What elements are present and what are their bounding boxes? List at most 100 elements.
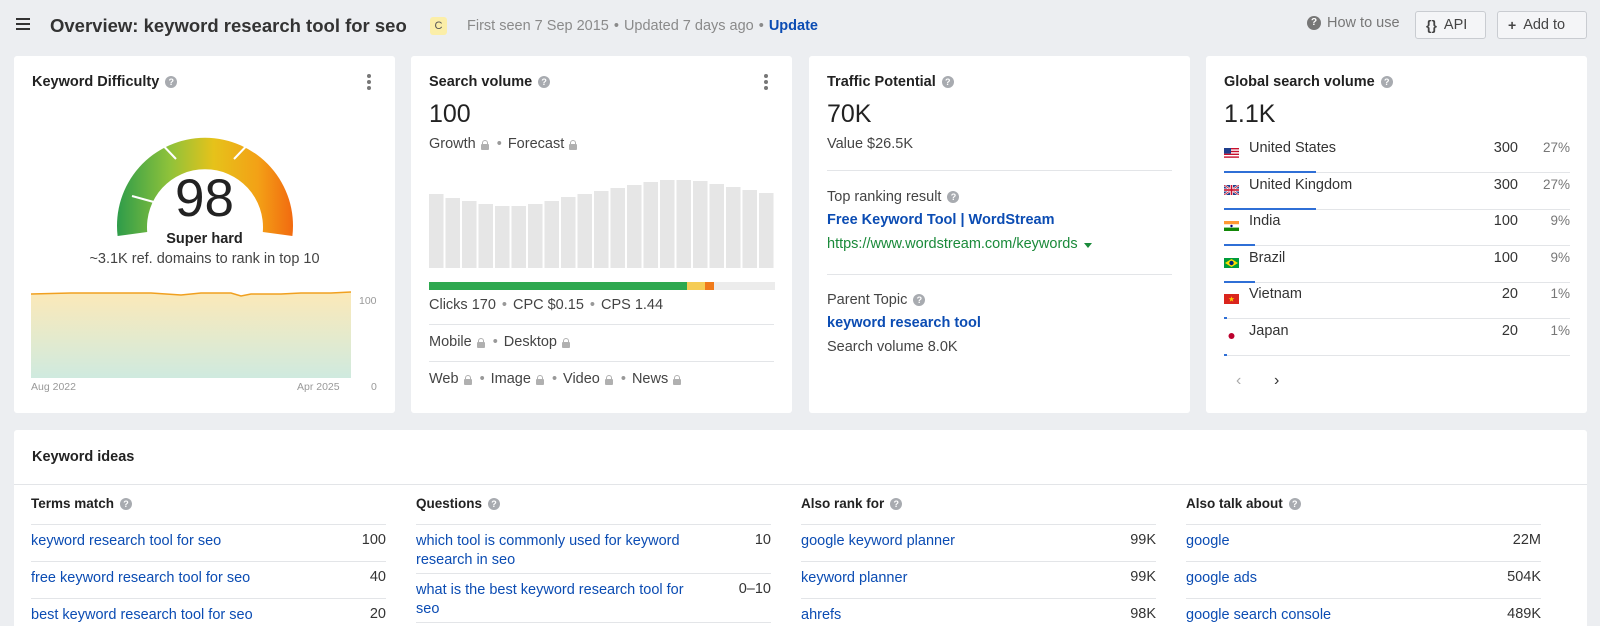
lock-icon <box>604 374 613 385</box>
country-volume: 100 <box>1493 213 1518 229</box>
braces-icon: {} <box>1426 17 1437 33</box>
idea-volume: 0–10 <box>738 581 771 597</box>
help-icon[interactable]: ? <box>488 497 501 510</box>
idea-keyword-link[interactable]: best keyword research tool for seo <box>31 607 253 623</box>
country-row[interactable]: United Kingdom 300 27% <box>1223 173 1570 210</box>
volume-trend-bar <box>643 182 658 268</box>
volume-trend-bar <box>429 194 444 268</box>
brazil-flag-icon <box>1224 255 1239 268</box>
help-icon[interactable]: ? <box>1288 497 1301 510</box>
idea-volume: 20 <box>369 606 386 622</box>
more-options-icon[interactable] <box>764 74 768 92</box>
ideas-column-title[interactable]: Also talk about <box>1186 496 1283 511</box>
idea-row: keyword research tool for seo 100 <box>31 525 386 562</box>
country-volume: 20 <box>1501 322 1518 339</box>
idea-keyword-link[interactable]: google <box>1186 533 1230 549</box>
country-row[interactable]: Vietnam 20 1% <box>1224 282 1570 319</box>
separator: • <box>501 297 507 313</box>
more-options-icon[interactable] <box>367 74 371 92</box>
chevron-left-icon[interactable]: ‹ <box>1236 372 1242 389</box>
idea-keyword-link[interactable]: which tool is commonly used for keyword … <box>416 533 680 568</box>
idea-row: google 22M <box>1186 525 1541 562</box>
top-ranking-title-link[interactable]: Free Keyword Tool | WordStream <box>827 212 1055 228</box>
country-share-bar <box>1224 244 1255 246</box>
menu-icon[interactable] <box>16 18 30 30</box>
serp-type-row: Web • Image • Video • News <box>429 371 689 387</box>
idea-keyword-link[interactable]: keyword planner <box>801 570 908 586</box>
country-share-bar <box>1224 353 1228 356</box>
chevron-right-icon[interactable]: › <box>1274 372 1280 389</box>
help-icon[interactable]: ? <box>941 76 954 88</box>
lock-icon <box>562 337 570 348</box>
lock-icon <box>673 374 682 385</box>
top-ranking-label-row: Top ranking result ? <box>827 189 960 205</box>
help-icon[interactable]: ? <box>120 497 133 510</box>
video-label[interactable]: Video <box>563 371 600 387</box>
caret-down-icon[interactable] <box>1083 242 1092 248</box>
help-icon[interactable]: ? <box>538 76 551 88</box>
idea-row: free keyword research tool for seo 40 <box>31 562 386 599</box>
idea-keyword-link[interactable]: google keyword planner <box>801 533 955 549</box>
ideas-column-title[interactable]: Also rank for <box>801 496 885 511</box>
web-label[interactable]: Web <box>429 371 459 387</box>
idea-keyword-link[interactable]: google ads <box>1186 570 1257 586</box>
idea-keyword-link[interactable]: what is the best keyword research tool f… <box>416 582 684 617</box>
help-icon[interactable]: ? <box>947 191 960 203</box>
traffic-value: 70K <box>827 100 872 128</box>
idea-volume: 99K <box>1130 532 1156 548</box>
news-label[interactable]: News <box>631 371 669 387</box>
add-to-button[interactable]: + Add to <box>1497 11 1587 39</box>
lock-icon <box>535 374 544 385</box>
divider <box>827 274 1172 275</box>
idea-keyword-link[interactable]: free keyword research tool for seo <box>31 570 251 586</box>
idea-keyword-link[interactable]: google search console <box>1186 607 1332 623</box>
help-icon[interactable]: ? <box>1380 76 1393 88</box>
idea-row: keyword planner 99K <box>801 562 1156 599</box>
clicks-share-bar <box>429 282 775 290</box>
update-link[interactable]: Update <box>768 18 818 34</box>
volume-trend-bar <box>709 184 724 268</box>
help-icon[interactable]: ? <box>890 497 903 510</box>
api-button[interactable]: {} API <box>1415 11 1486 39</box>
kd-history-line <box>31 291 352 297</box>
divider <box>429 361 774 362</box>
help-icon[interactable]: ? <box>913 294 926 306</box>
country-name: Brazil <box>1249 249 1286 266</box>
volume-value: 100 <box>429 100 471 128</box>
country-volume: 20 <box>1501 286 1518 302</box>
country-row[interactable]: United States 300 27% <box>1224 136 1570 173</box>
idea-keyword-link[interactable]: keyword research tool for seo <box>31 533 222 549</box>
parent-topic-label-row: Parent Topic ? <box>827 292 926 308</box>
separator: • <box>492 334 498 350</box>
forecast-label[interactable]: Forecast <box>507 136 565 152</box>
growth-label[interactable]: Growth <box>429 136 476 152</box>
keyword-meta: First seen 7 Sep 2015 • Updated 7 days ago… <box>467 18 818 34</box>
first-seen: First seen 7 Sep 2015 <box>467 18 609 34</box>
country-row[interactable]: Japan 20 1% <box>1224 319 1570 356</box>
kd-ref-domains: ~3.1K ref. domains to rank in top 10 <box>89 251 320 267</box>
country-row[interactable]: India 100 9% <box>1224 209 1570 246</box>
image-label[interactable]: Image <box>490 371 531 387</box>
parent-topic-link[interactable]: keyword research tool <box>827 315 981 331</box>
traffic-usd-value: Value $26.5K <box>827 136 913 152</box>
kd-chart-xstart: Aug 2022 <box>31 381 76 393</box>
api-label: API <box>1443 17 1468 33</box>
country-share-bar <box>1224 280 1255 283</box>
mobile-label[interactable]: Mobile <box>429 334 472 350</box>
plus-icon: + <box>1508 17 1517 33</box>
top-ranking-url[interactable]: https://www.wordstream.com/keywords <box>827 236 1078 252</box>
gauge-arc <box>117 137 293 236</box>
desktop-label[interactable]: Desktop <box>503 334 557 350</box>
idea-keyword-link[interactable]: ahrefs <box>801 607 842 623</box>
ideas-column-title[interactable]: Terms match <box>31 496 115 511</box>
top-header: Overview: keyword research tool for seo … <box>0 0 1600 52</box>
help-icon[interactable]: ? <box>165 76 178 88</box>
country-row[interactable]: Brazil 100 9% <box>1224 246 1570 283</box>
how-to-use-link[interactable]: ? How to use <box>1307 15 1400 31</box>
country-volume: 300 <box>1493 176 1518 193</box>
divider <box>429 324 774 325</box>
traffic-title-label: Traffic Potential <box>827 74 936 90</box>
ideas-column-heading: Questions? <box>416 496 501 511</box>
ideas-column-title[interactable]: Questions <box>416 496 483 511</box>
idea-volume: 22M <box>1512 532 1541 548</box>
